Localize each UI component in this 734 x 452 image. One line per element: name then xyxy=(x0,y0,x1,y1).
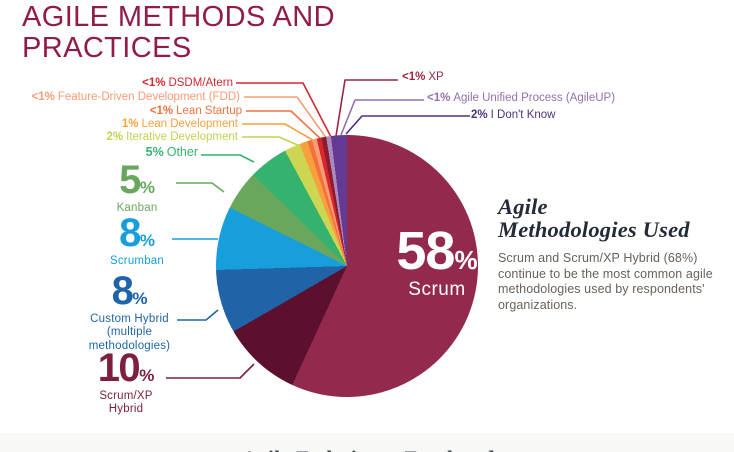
callout-dsdm-atern: <1% DSDM/Atern xyxy=(142,77,233,90)
callout-other: 5% Other xyxy=(145,145,198,160)
scrum-percent-value: 58 xyxy=(396,221,455,281)
page-title: AGILE METHODS AND PRACTICES xyxy=(22,1,335,65)
scrum-xp-name: Scrum/XP Hybrid xyxy=(99,389,153,416)
scrum-slice-name: Scrum xyxy=(408,279,466,300)
pie-center-label: 58% Scrum xyxy=(367,224,507,301)
leader-agileup xyxy=(340,99,424,136)
custom-hybrid-name: Custom Hybrid (multiple methodologies) xyxy=(88,312,171,352)
callout-agileup-value: <1% xyxy=(427,92,451,104)
side-panel-title-line1: Agile xyxy=(498,194,548,219)
side-panel-body: Scrum and Scrum/XP Hybrid (68%) continue… xyxy=(498,251,713,312)
callout-lean-development-name: Lean Development xyxy=(141,118,238,130)
footer-partial-heading: Agile Techniques Employed xyxy=(241,446,493,452)
callout-lean-development: 1% Lean Development xyxy=(122,118,238,131)
callout-fdd-value: <1% xyxy=(31,91,55,103)
custom-hybrid-value: 8 xyxy=(111,269,134,313)
callout-iterative-development-name: Iterative Development xyxy=(126,131,238,143)
callout-lean-development-value: 1% xyxy=(121,118,139,130)
callout-fdd: <1% Feature-Driven Development (FDD) xyxy=(32,91,240,104)
big-label-scrumban: 8% Scrumban xyxy=(77,213,197,268)
callout-idk: 2% I Don't Know xyxy=(471,109,555,122)
footer-strip: Agile Techniques Employed xyxy=(0,433,734,452)
custom-hybrid-percent-sign: % xyxy=(132,289,148,308)
scrum-xp-value: 10 xyxy=(97,346,141,390)
big-label-custom-hybrid: 8% Custom Hybrid (multiple methodologies… xyxy=(67,271,192,353)
scrum-xp-percent-sign: % xyxy=(139,366,155,385)
kanban-value: 5 xyxy=(119,158,141,202)
callout-dsdm-atern-name: DSDM/Atern xyxy=(168,77,233,89)
callout-iterative-development-value: 2% xyxy=(106,131,124,143)
leader-fdd xyxy=(244,96,328,140)
scrumban-percent-sign: % xyxy=(139,231,155,250)
kanban-name: Kanban xyxy=(116,201,158,214)
callout-xp-name: XP xyxy=(428,71,444,83)
side-panel: Agile Methodologies Used Scrum and Scrum… xyxy=(498,194,713,314)
callout-fdd-name: Feature-Driven Development (FDD) xyxy=(57,91,240,103)
callout-agileup: <1% Agile Unified Process (AgileUP) xyxy=(427,92,615,105)
callout-xp-value: <1% xyxy=(402,71,426,83)
pie-chart xyxy=(216,135,478,397)
callout-lean-startup-name: Lean Startup xyxy=(176,105,242,117)
leader-lean-startup xyxy=(246,110,324,142)
callout-iterative-development: 2% Iterative Development xyxy=(107,131,239,144)
callout-idk-value: 2% xyxy=(471,109,488,121)
leader-xp xyxy=(335,79,398,137)
callout-other-name: Other xyxy=(166,145,198,159)
callout-lean-startup: <1% Lean Startup xyxy=(150,105,242,118)
scrum-percent-sign: % xyxy=(454,245,478,275)
leader-dsdm-atern xyxy=(236,82,332,138)
kanban-percent-sign: % xyxy=(139,178,155,197)
big-label-kanban: 5% Kanban xyxy=(77,160,197,215)
big-label-scrum-xp: 10% Scrum/XP Hybrid xyxy=(62,348,190,417)
callout-agileup-name: Agile Unified Process (AgileUP) xyxy=(453,92,616,104)
callout-xp: <1% XP xyxy=(402,71,444,84)
side-panel-title: Agile Methodologies Used xyxy=(498,194,713,242)
callout-other-value: 5% xyxy=(145,145,164,159)
callout-idk-name: I Don't Know xyxy=(490,109,556,121)
callout-lean-startup-value: <1% xyxy=(149,105,174,117)
leader-other xyxy=(201,154,255,163)
callout-dsdm-atern-value: <1% xyxy=(142,77,166,89)
scrumban-value: 8 xyxy=(119,211,141,255)
side-panel-title-line2: Methodologies Used xyxy=(498,216,690,242)
leader-idk xyxy=(345,115,470,135)
scrumban-name: Scrumban xyxy=(109,254,164,267)
